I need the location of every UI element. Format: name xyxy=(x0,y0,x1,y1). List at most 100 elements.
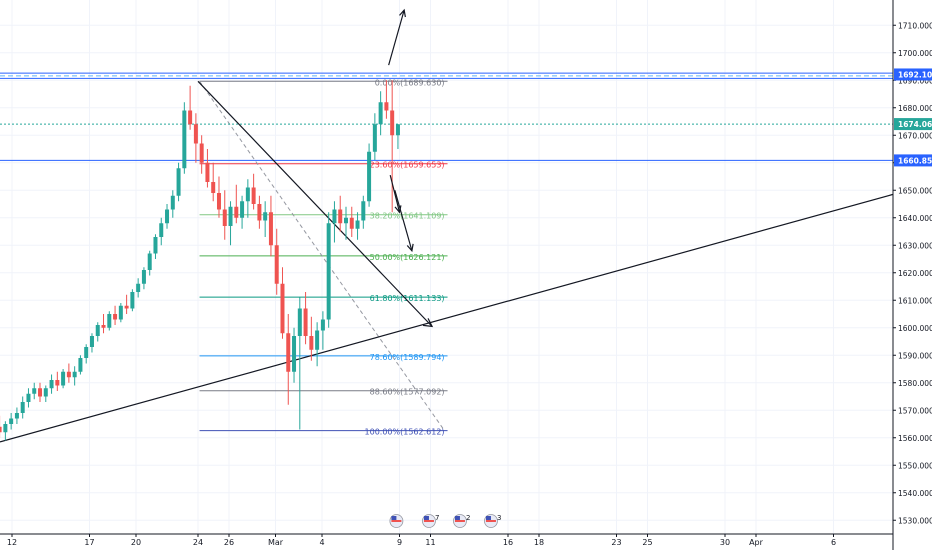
price-tick-label: 1590.000 xyxy=(898,351,932,360)
time-tick-label: Apr xyxy=(749,538,764,547)
time-tick-label: 17 xyxy=(84,538,94,547)
candle-body xyxy=(349,217,354,229)
candle-body xyxy=(343,217,348,224)
horizontal-lines[interactable] xyxy=(0,72,893,161)
descending-trend-line[interactable] xyxy=(197,80,433,327)
price-tick-label: 1560.000 xyxy=(898,434,932,443)
time-axis[interactable]: 12 17 20 24 26 Mar 4 9 11 16 18 23 25 30 Apr 6 xyxy=(0,533,893,547)
candle-body xyxy=(3,424,8,433)
candle-body xyxy=(245,187,250,202)
candle-body xyxy=(176,168,181,196)
price-tick-label: 1680.000 xyxy=(898,104,932,113)
candle-body xyxy=(263,212,268,221)
time-tick-label: 18 xyxy=(534,538,544,547)
candle-body xyxy=(43,388,48,397)
time-tick-label: 24 xyxy=(193,538,203,547)
candle-body xyxy=(61,371,66,386)
flag-canton xyxy=(391,516,397,520)
candle-body xyxy=(9,418,14,424)
price-label-box[interactable] xyxy=(894,154,932,167)
candle-body xyxy=(78,358,83,372)
event-markers[interactable]: 7 2 3 xyxy=(389,514,502,528)
time-tick-label: Mar xyxy=(268,538,284,547)
candle-body xyxy=(390,110,395,136)
price-label: 1692.102 xyxy=(898,70,932,79)
fib-level-label: 61.80%(1611.133) xyxy=(370,294,445,303)
price-label: 1674.062 xyxy=(898,120,932,129)
candle-body xyxy=(199,143,204,163)
candle-body xyxy=(38,388,43,397)
candle-body xyxy=(228,206,233,226)
price-tick-label: 1670.000 xyxy=(898,131,932,140)
arrow-down-long[interactable] xyxy=(394,190,413,251)
fib-trend-line[interactable] xyxy=(199,80,445,431)
fib-level-label: 100.00%(1562.612) xyxy=(365,428,445,437)
candle-body xyxy=(251,187,256,204)
trend-lines[interactable] xyxy=(0,80,894,443)
candle-body xyxy=(0,426,2,433)
time-tick-label: 16 xyxy=(503,538,513,547)
arrows[interactable] xyxy=(388,8,414,253)
candle-body xyxy=(113,314,118,320)
candle-body xyxy=(222,209,227,226)
candle-body xyxy=(211,182,216,193)
ascending-trend-line[interactable] xyxy=(0,193,894,443)
price-label-box[interactable] xyxy=(894,68,932,81)
candle-body xyxy=(20,402,25,413)
time-tick-label: 26 xyxy=(224,538,234,547)
candle-body xyxy=(165,209,170,224)
price-tick-label: 1610.000 xyxy=(898,296,932,305)
arrow-up[interactable] xyxy=(388,9,405,66)
candle-body xyxy=(72,371,77,378)
price-tick-label: 1700.000 xyxy=(898,49,932,58)
candle-body xyxy=(280,283,285,334)
candle-body xyxy=(367,151,372,202)
candle-body xyxy=(124,305,129,309)
arrow-down-long-head xyxy=(406,243,414,253)
price-tick-label: 1570.000 xyxy=(898,406,932,415)
event-count: 2 xyxy=(466,514,470,522)
candle-body xyxy=(95,325,100,336)
candle-body xyxy=(141,270,146,284)
fib-level-label: 23.60%(1659.653) xyxy=(370,161,445,170)
candle-body xyxy=(107,314,112,328)
candle-body xyxy=(372,124,377,152)
price-axis[interactable]: 1530.000 1540.000 1550.000 1560.000 1570.000… xyxy=(892,0,932,550)
candle-body xyxy=(240,201,245,218)
price-tick-label: 1630.000 xyxy=(898,241,932,250)
flag-canton xyxy=(454,516,460,520)
candle-body xyxy=(159,223,164,237)
candle-body xyxy=(84,347,89,358)
candle-body xyxy=(320,319,325,331)
candle-body xyxy=(14,413,19,419)
price-tick-label: 1710.000 xyxy=(898,21,932,30)
price-tick-label: 1640.000 xyxy=(898,214,932,223)
candle-body xyxy=(257,204,262,221)
candle-body xyxy=(49,380,54,389)
flag-stripe xyxy=(485,520,496,522)
time-tick-label: 20 xyxy=(131,538,141,547)
candle-body xyxy=(26,393,31,402)
flag-stripe xyxy=(391,520,402,522)
candle-body xyxy=(309,336,314,350)
time-tick-label: 6 xyxy=(831,538,836,547)
price-label: 1660.851 xyxy=(898,156,932,165)
price-tick-label: 1650.000 xyxy=(898,186,932,195)
candle-body xyxy=(384,102,389,111)
candle-body xyxy=(136,283,141,292)
candle-body xyxy=(315,330,320,350)
price-axis-bg xyxy=(893,0,932,550)
trend-arrowhead xyxy=(422,318,434,328)
flag-canton xyxy=(423,516,429,520)
candle-body xyxy=(66,371,71,378)
candle-body xyxy=(355,220,360,229)
candle-body xyxy=(205,162,210,182)
candle-body xyxy=(378,102,383,125)
price-tick-label: 1530.000 xyxy=(898,516,932,525)
arrow-down-short[interactable] xyxy=(389,174,401,213)
candle-body xyxy=(170,195,175,210)
fib-level-label: 38.20%(1641.109) xyxy=(370,212,445,221)
candle-body xyxy=(188,110,193,125)
price-label-box[interactable] xyxy=(894,118,932,131)
